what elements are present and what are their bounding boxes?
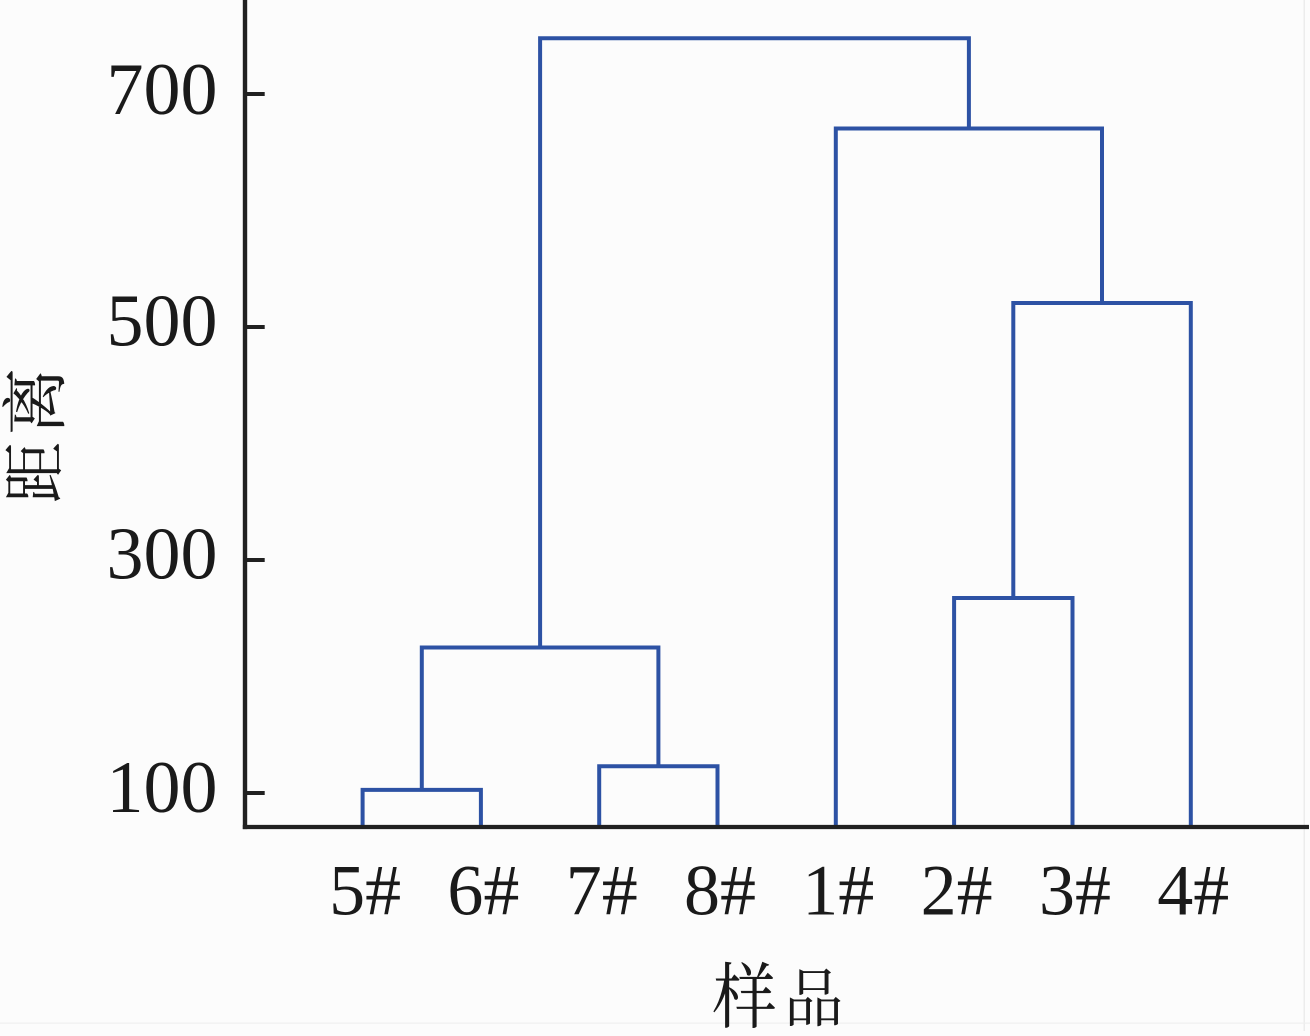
svg-text:300: 300 bbox=[107, 514, 218, 596]
svg-text:8#: 8# bbox=[684, 851, 756, 931]
svg-text:500: 500 bbox=[107, 281, 218, 363]
svg-text:2#: 2# bbox=[921, 851, 993, 931]
svg-text:6#: 6# bbox=[447, 851, 519, 931]
svg-text:100: 100 bbox=[107, 747, 218, 829]
svg-text:700: 700 bbox=[107, 49, 218, 131]
svg-text:7#: 7# bbox=[566, 851, 638, 931]
svg-text:1#: 1# bbox=[802, 851, 874, 931]
svg-text:4#: 4# bbox=[1157, 851, 1229, 931]
svg-text:3#: 3# bbox=[1039, 851, 1111, 931]
svg-text:5#: 5# bbox=[329, 851, 401, 931]
